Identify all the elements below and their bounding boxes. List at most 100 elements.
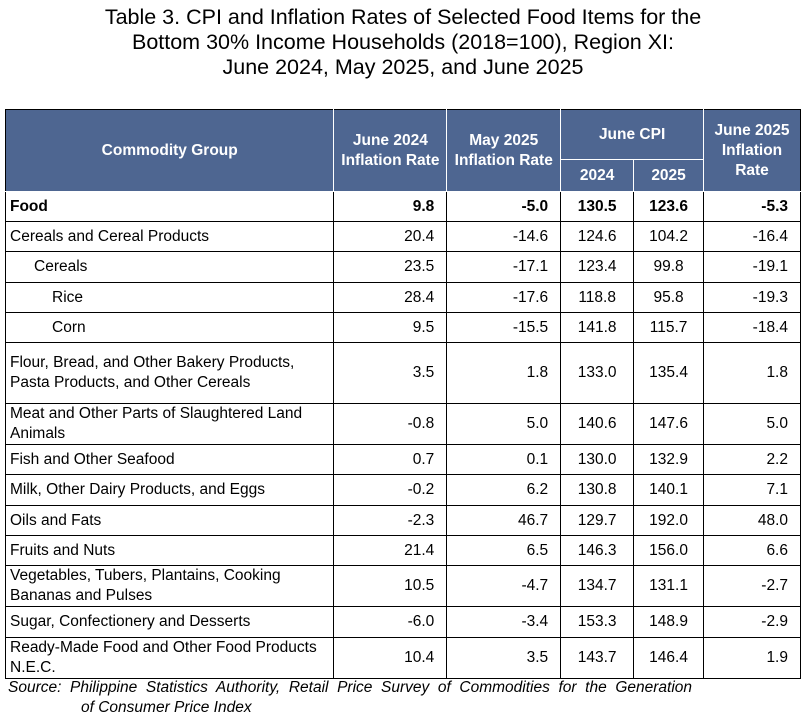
- table-row: Sugar, Confectionery and Desserts -6.0 -3.…: [4, 606, 801, 638]
- cell-cpi-2024: 124.6: [560, 221, 635, 252]
- cell-june-2024-inflation: 0.7: [333, 444, 448, 475]
- cell-may-2025-inflation: 3.5: [446, 637, 562, 679]
- cell-june-2024-inflation: 9.5: [333, 312, 448, 343]
- cell-cpi-2025: 123.6: [633, 191, 705, 222]
- cell-june-2024-inflation: -2.3: [333, 505, 448, 536]
- cell-june-2025-inflation: -2.9: [703, 606, 801, 638]
- table-row: Meat and Other Parts of Slaughtered Land…: [4, 403, 801, 445]
- cell-june-2025-inflation: -5.3: [703, 191, 801, 222]
- cell-june-2025-inflation: -18.4: [703, 312, 801, 343]
- title-line-3: June 2024, May 2025, and June 2025: [222, 55, 584, 79]
- table-row: Fish and Other Seafood 0.7 0.1 130.0 132.9 2.…: [4, 444, 801, 475]
- cell-cpi-2025: 104.2: [633, 221, 705, 252]
- cell-june-2024-inflation: 10.4: [333, 637, 448, 679]
- cell-june-2025-inflation: -2.7: [703, 565, 801, 607]
- cell-may-2025-inflation: 1.8: [446, 342, 562, 404]
- table-row: Flour, Bread, and Other Bakery Products,…: [4, 342, 801, 404]
- cell-may-2025-inflation: -17.1: [446, 251, 562, 283]
- cell-june-2024-inflation: 28.4: [333, 282, 448, 313]
- table-row: Oils and Fats -2.3 46.7 129.7 192.0 48.0: [4, 505, 801, 536]
- cell-june-2024-inflation: 23.5: [333, 251, 448, 283]
- table-body: Food 9.8 -5.0 130.5 123.6 -5.3 Cereals and Cer…: [4, 191, 801, 679]
- table-row: Food 9.8 -5.0 130.5 123.6 -5.3: [4, 191, 801, 222]
- cell-cpi-2024: 130.5: [560, 191, 635, 222]
- cell-june-2024-inflation: -0.8: [333, 403, 448, 445]
- cell-june-2024-inflation: 20.4: [333, 221, 448, 252]
- cell-cpi-2025: 115.7: [633, 312, 705, 343]
- cell-commodity: Ready-Made Food and Other Food Products …: [4, 637, 335, 679]
- header-june-cpi: June CPI: [560, 109, 705, 160]
- cell-commodity: Fish and Other Seafood: [4, 444, 335, 475]
- source-line-1: Source: Philippine Statistics Authority,…: [8, 679, 693, 696]
- cell-cpi-2024: 118.8: [560, 282, 635, 313]
- cell-june-2025-inflation: -16.4: [703, 221, 801, 252]
- table-row: Cereals and Cereal Products 20.4 -14.6 124.…: [4, 221, 801, 252]
- cell-commodity: Milk, Other Dairy Products, and Eggs: [4, 474, 335, 506]
- cell-may-2025-inflation: 6.2: [446, 474, 562, 506]
- cell-may-2025-inflation: -5.0: [446, 191, 562, 222]
- cell-june-2025-inflation: 1.8: [703, 342, 801, 404]
- cell-commodity: Sugar, Confectionery and Desserts: [4, 606, 335, 638]
- table-row: Corn 9.5 -15.5 141.8 115.7 -18.4: [4, 312, 801, 343]
- cell-may-2025-inflation: -15.5: [446, 312, 562, 343]
- cell-cpi-2024: 143.7: [560, 637, 635, 679]
- cell-june-2024-inflation: 3.5: [333, 342, 448, 404]
- cell-commodity: Oils and Fats: [4, 505, 335, 536]
- header-commodity-group: Commodity Group: [4, 109, 335, 192]
- table-row: Rice 28.4 -17.6 118.8 95.8 -19.3: [4, 282, 801, 313]
- header-may-2025-inflation: May 2025 Inflation Rate: [446, 109, 562, 192]
- cell-commodity: Flour, Bread, and Other Bakery Products,…: [4, 342, 335, 404]
- cell-cpi-2025: 147.6: [633, 403, 705, 445]
- cell-june-2025-inflation: -19.3: [703, 282, 801, 313]
- source-line-2: of Consumer Price Index: [81, 699, 252, 716]
- cell-cpi-2024: 129.7: [560, 505, 635, 536]
- cell-cpi-2024: 140.6: [560, 403, 635, 445]
- cell-june-2025-inflation: 5.0: [703, 403, 801, 445]
- header-june-2025-inflation: June 2025 Inflation Rate: [703, 109, 801, 192]
- cell-may-2025-inflation: 46.7: [446, 505, 562, 536]
- cell-cpi-2025: 135.4: [633, 342, 705, 404]
- cell-june-2024-inflation: 10.5: [333, 565, 448, 607]
- cell-commodity: Cereals and Cereal Products: [4, 221, 335, 252]
- cell-cpi-2024: 141.8: [560, 312, 635, 343]
- cell-june-2024-inflation: 21.4: [333, 535, 448, 566]
- cell-commodity: Corn: [4, 312, 335, 343]
- cell-may-2025-inflation: 5.0: [446, 403, 562, 445]
- cell-cpi-2024: 123.4: [560, 251, 635, 283]
- table-row: Cereals 23.5 -17.1 123.4 99.8 -19.1: [4, 251, 801, 283]
- cell-cpi-2025: 148.9: [633, 606, 705, 638]
- cell-may-2025-inflation: -17.6: [446, 282, 562, 313]
- cell-cpi-2025: 156.0: [633, 535, 705, 566]
- table-title: Table 3. CPI and Inflation Rates of Sele…: [0, 5, 806, 80]
- header-june-2024-inflation: June 2024 Inflation Rate: [333, 109, 448, 192]
- cell-cpi-2024: 133.0: [560, 342, 635, 404]
- cell-cpi-2024: 153.3: [560, 606, 635, 638]
- table-row: Fruits and Nuts 21.4 6.5 146.3 156.0 6.6: [4, 535, 801, 566]
- cell-june-2025-inflation: 1.9: [703, 637, 801, 679]
- header-cpi-2024: 2024: [560, 159, 635, 192]
- cell-may-2025-inflation: 6.5: [446, 535, 562, 566]
- cell-cpi-2025: 99.8: [633, 251, 705, 283]
- cell-may-2025-inflation: -4.7: [446, 565, 562, 607]
- cell-may-2025-inflation: -14.6: [446, 221, 562, 252]
- cell-may-2025-inflation: -3.4: [446, 606, 562, 638]
- header-cpi-2025: 2025: [633, 159, 705, 192]
- table-row: Vegetables, Tubers, Plantains, Cooking B…: [4, 565, 801, 607]
- cell-cpi-2025: 95.8: [633, 282, 705, 313]
- cell-cpi-2025: 140.1: [633, 474, 705, 506]
- cell-commodity: Rice: [4, 282, 335, 313]
- cell-cpi-2024: 130.0: [560, 444, 635, 475]
- cell-commodity: Food: [4, 191, 335, 222]
- cell-june-2025-inflation: 6.6: [703, 535, 801, 566]
- cell-cpi-2025: 146.4: [633, 637, 705, 679]
- cell-june-2024-inflation: -0.2: [333, 474, 448, 506]
- title-line-1: Table 3. CPI and Inflation Rates of Sele…: [104, 5, 702, 29]
- cell-june-2024-inflation: -6.0: [333, 606, 448, 638]
- source-note: Source: Philippine Statistics Authority,…: [8, 678, 802, 718]
- cell-commodity: Fruits and Nuts: [4, 535, 335, 566]
- cell-cpi-2025: 192.0: [633, 505, 705, 536]
- cpi-table: Commodity Group June 2024 Inflation Rate…: [4, 109, 801, 679]
- cell-cpi-2025: 132.9: [633, 444, 705, 475]
- cell-commodity: Cereals: [4, 251, 335, 283]
- cell-june-2025-inflation: 48.0: [703, 505, 801, 536]
